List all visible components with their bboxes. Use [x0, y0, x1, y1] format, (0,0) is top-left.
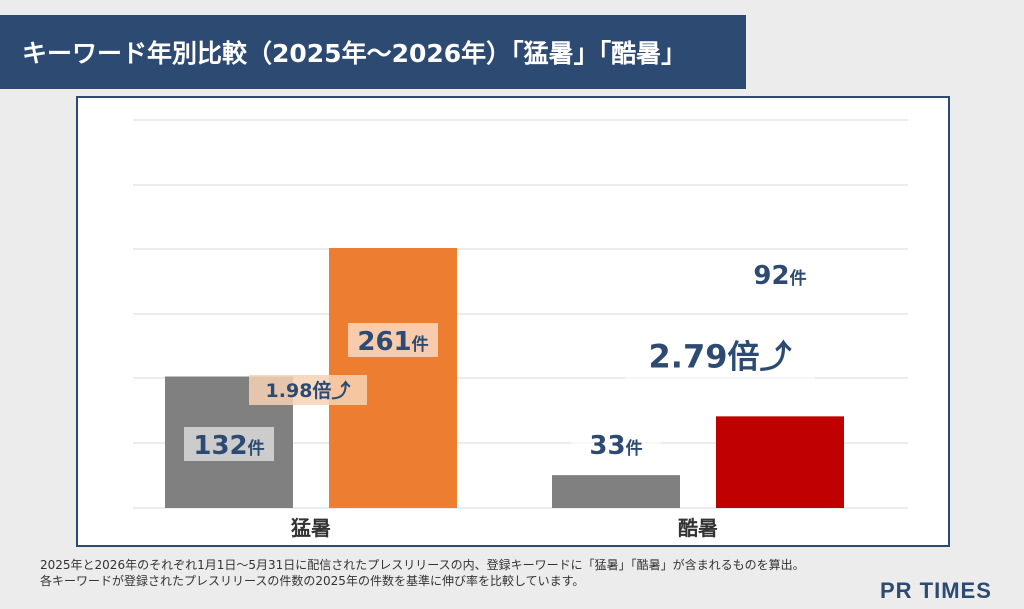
category-label: 猛暑	[290, 516, 331, 540]
value-label-box	[735, 257, 825, 291]
pr-times-logo: PR TIMES	[880, 578, 992, 603]
category-label: 酷暑	[678, 516, 718, 540]
value-label-box	[348, 323, 438, 357]
ratio-label: 2.79倍⤴	[649, 338, 793, 376]
value-label: 92件	[753, 261, 806, 291]
bar	[716, 416, 844, 508]
value-label-box	[571, 427, 661, 461]
ratio-label-box	[249, 375, 367, 405]
bar	[552, 475, 680, 508]
ratio-label-box	[625, 333, 815, 379]
value-label: 132件	[193, 431, 264, 461]
value-label-box	[184, 427, 274, 461]
chart-frame: 132件 33件 261件 92件 1.98倍⤴ 2.79倍⤴ 猛暑 酷暑	[76, 96, 950, 547]
page-title: キーワード年別比較（2025年～2026年）「猛暑」「酷暑」	[0, 15, 746, 89]
value-label: 33件	[589, 431, 642, 461]
footnote-line-2: 各キーワードが登録されたプレスリリースの件数の2025年の件数を基準に伸び率を比…	[40, 574, 585, 588]
bar-chart: 132件 33件 261件 92件 1.98倍⤴ 2.79倍⤴ 猛暑 酷暑	[133, 119, 908, 540]
value-label: 261件	[357, 327, 428, 357]
footnote: 2025年と2026年のそれぞれ1月1日～5月31日に配信されたプレスリリースの…	[40, 557, 805, 589]
ratio-label: 1.98倍⤴	[266, 379, 352, 402]
footnote-line-1: 2025年と2026年のそれぞれ1月1日～5月31日に配信されたプレスリリースの…	[40, 558, 805, 572]
